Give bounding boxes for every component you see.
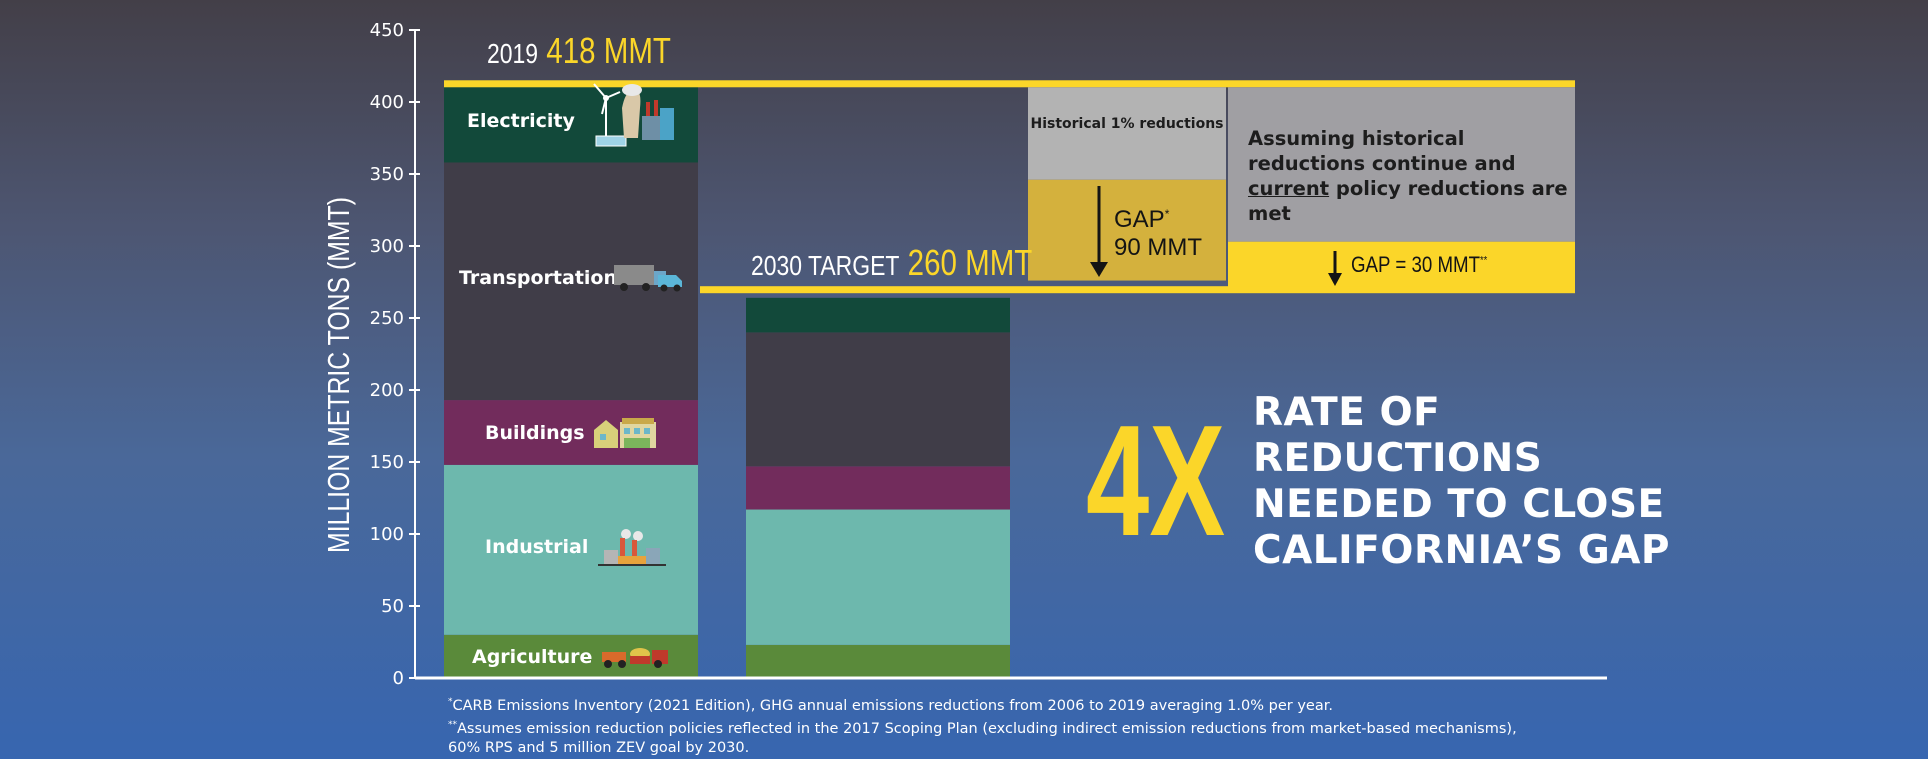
footnotes: *CARB Emissions Inventory (2021 Edition)… bbox=[448, 693, 1548, 758]
gap90-block bbox=[1028, 179, 1226, 281]
sector-label-electricity: Electricity bbox=[467, 110, 575, 132]
footnote-2: **Assumes emission reduction policies re… bbox=[448, 719, 1517, 737]
y-tick-label-50: 50 bbox=[381, 596, 404, 617]
gap30-arrow-icon bbox=[1328, 273, 1342, 286]
bar-1-transportation bbox=[746, 332, 1010, 467]
label-2019: 2019 418 MMT bbox=[487, 30, 671, 72]
y-tick-label-0: 0 bbox=[393, 668, 404, 689]
footnote-3: 60% RPS and 5 million ZEV goal by 2030. bbox=[448, 739, 750, 756]
callout-text: RATE OF REDUCTIONS NEEDED TO CLOSE CALIF… bbox=[1253, 390, 1671, 573]
footnote-1: *CARB Emissions Inventory (2021 Edition)… bbox=[448, 697, 1333, 714]
buildings-icon bbox=[594, 418, 656, 448]
bar-1-electricity bbox=[746, 297, 1010, 333]
y-tick-label-200: 200 bbox=[370, 380, 404, 401]
y-tick-label-400: 400 bbox=[370, 92, 404, 113]
gap90-arrow-icon bbox=[1090, 262, 1108, 277]
label-2030-value: 260 MMT bbox=[907, 242, 1033, 283]
sector-label-industrial: Industrial bbox=[485, 536, 589, 558]
label-2030-year: 2030 TARGET bbox=[751, 250, 900, 281]
gap30-label: GAP = 30 MMT** bbox=[1351, 252, 1488, 277]
assumption-block bbox=[1228, 87, 1575, 242]
bar-1-industrial bbox=[746, 509, 1010, 645]
label-2019-year: 2019 bbox=[487, 38, 539, 69]
bar-1-agriculture bbox=[746, 644, 1010, 678]
y-tick-label-250: 250 bbox=[370, 308, 404, 329]
historical-reductions-label: Historical 1% reductions bbox=[1030, 116, 1224, 132]
tractor-icon bbox=[602, 648, 668, 668]
gap-layer bbox=[444, 80, 1575, 294]
label-2030: 2030 TARGET 260 MMT bbox=[751, 242, 1032, 284]
gap30-block bbox=[1228, 241, 1575, 290]
label-2019-value: 418 MMT bbox=[546, 30, 671, 71]
ref-line-2019 bbox=[444, 80, 1575, 88]
axis-layer: 0 50 100 150 200 250 300 350 400 450 bbox=[370, 20, 1607, 689]
y-tick-label-450: 450 bbox=[370, 20, 404, 41]
historical-block bbox=[1028, 87, 1226, 180]
factory-icon bbox=[598, 529, 666, 566]
sector-label-buildings: Buildings bbox=[485, 422, 585, 444]
assumption-text: Assuming historical reductions continue … bbox=[1248, 127, 1568, 225]
y-tick-label-150: 150 bbox=[370, 452, 404, 473]
y-tick-label-100: 100 bbox=[370, 524, 404, 545]
sector-label-agriculture: Agriculture bbox=[472, 646, 593, 668]
truck-icon bbox=[614, 265, 682, 292]
ref-line-2030 bbox=[700, 286, 1575, 294]
power-plant-icon bbox=[593, 83, 674, 147]
sector-label-transportation: Transportation bbox=[459, 267, 618, 289]
y-tick-label-300: 300 bbox=[370, 236, 404, 257]
y-tick-label-350: 350 bbox=[370, 164, 404, 185]
bars-layer bbox=[444, 83, 1010, 678]
bar-1-buildings bbox=[746, 466, 1010, 510]
gap90-label: GAP* 90 MMT bbox=[1114, 206, 1203, 261]
callout-4x: 4X bbox=[1086, 393, 1226, 569]
